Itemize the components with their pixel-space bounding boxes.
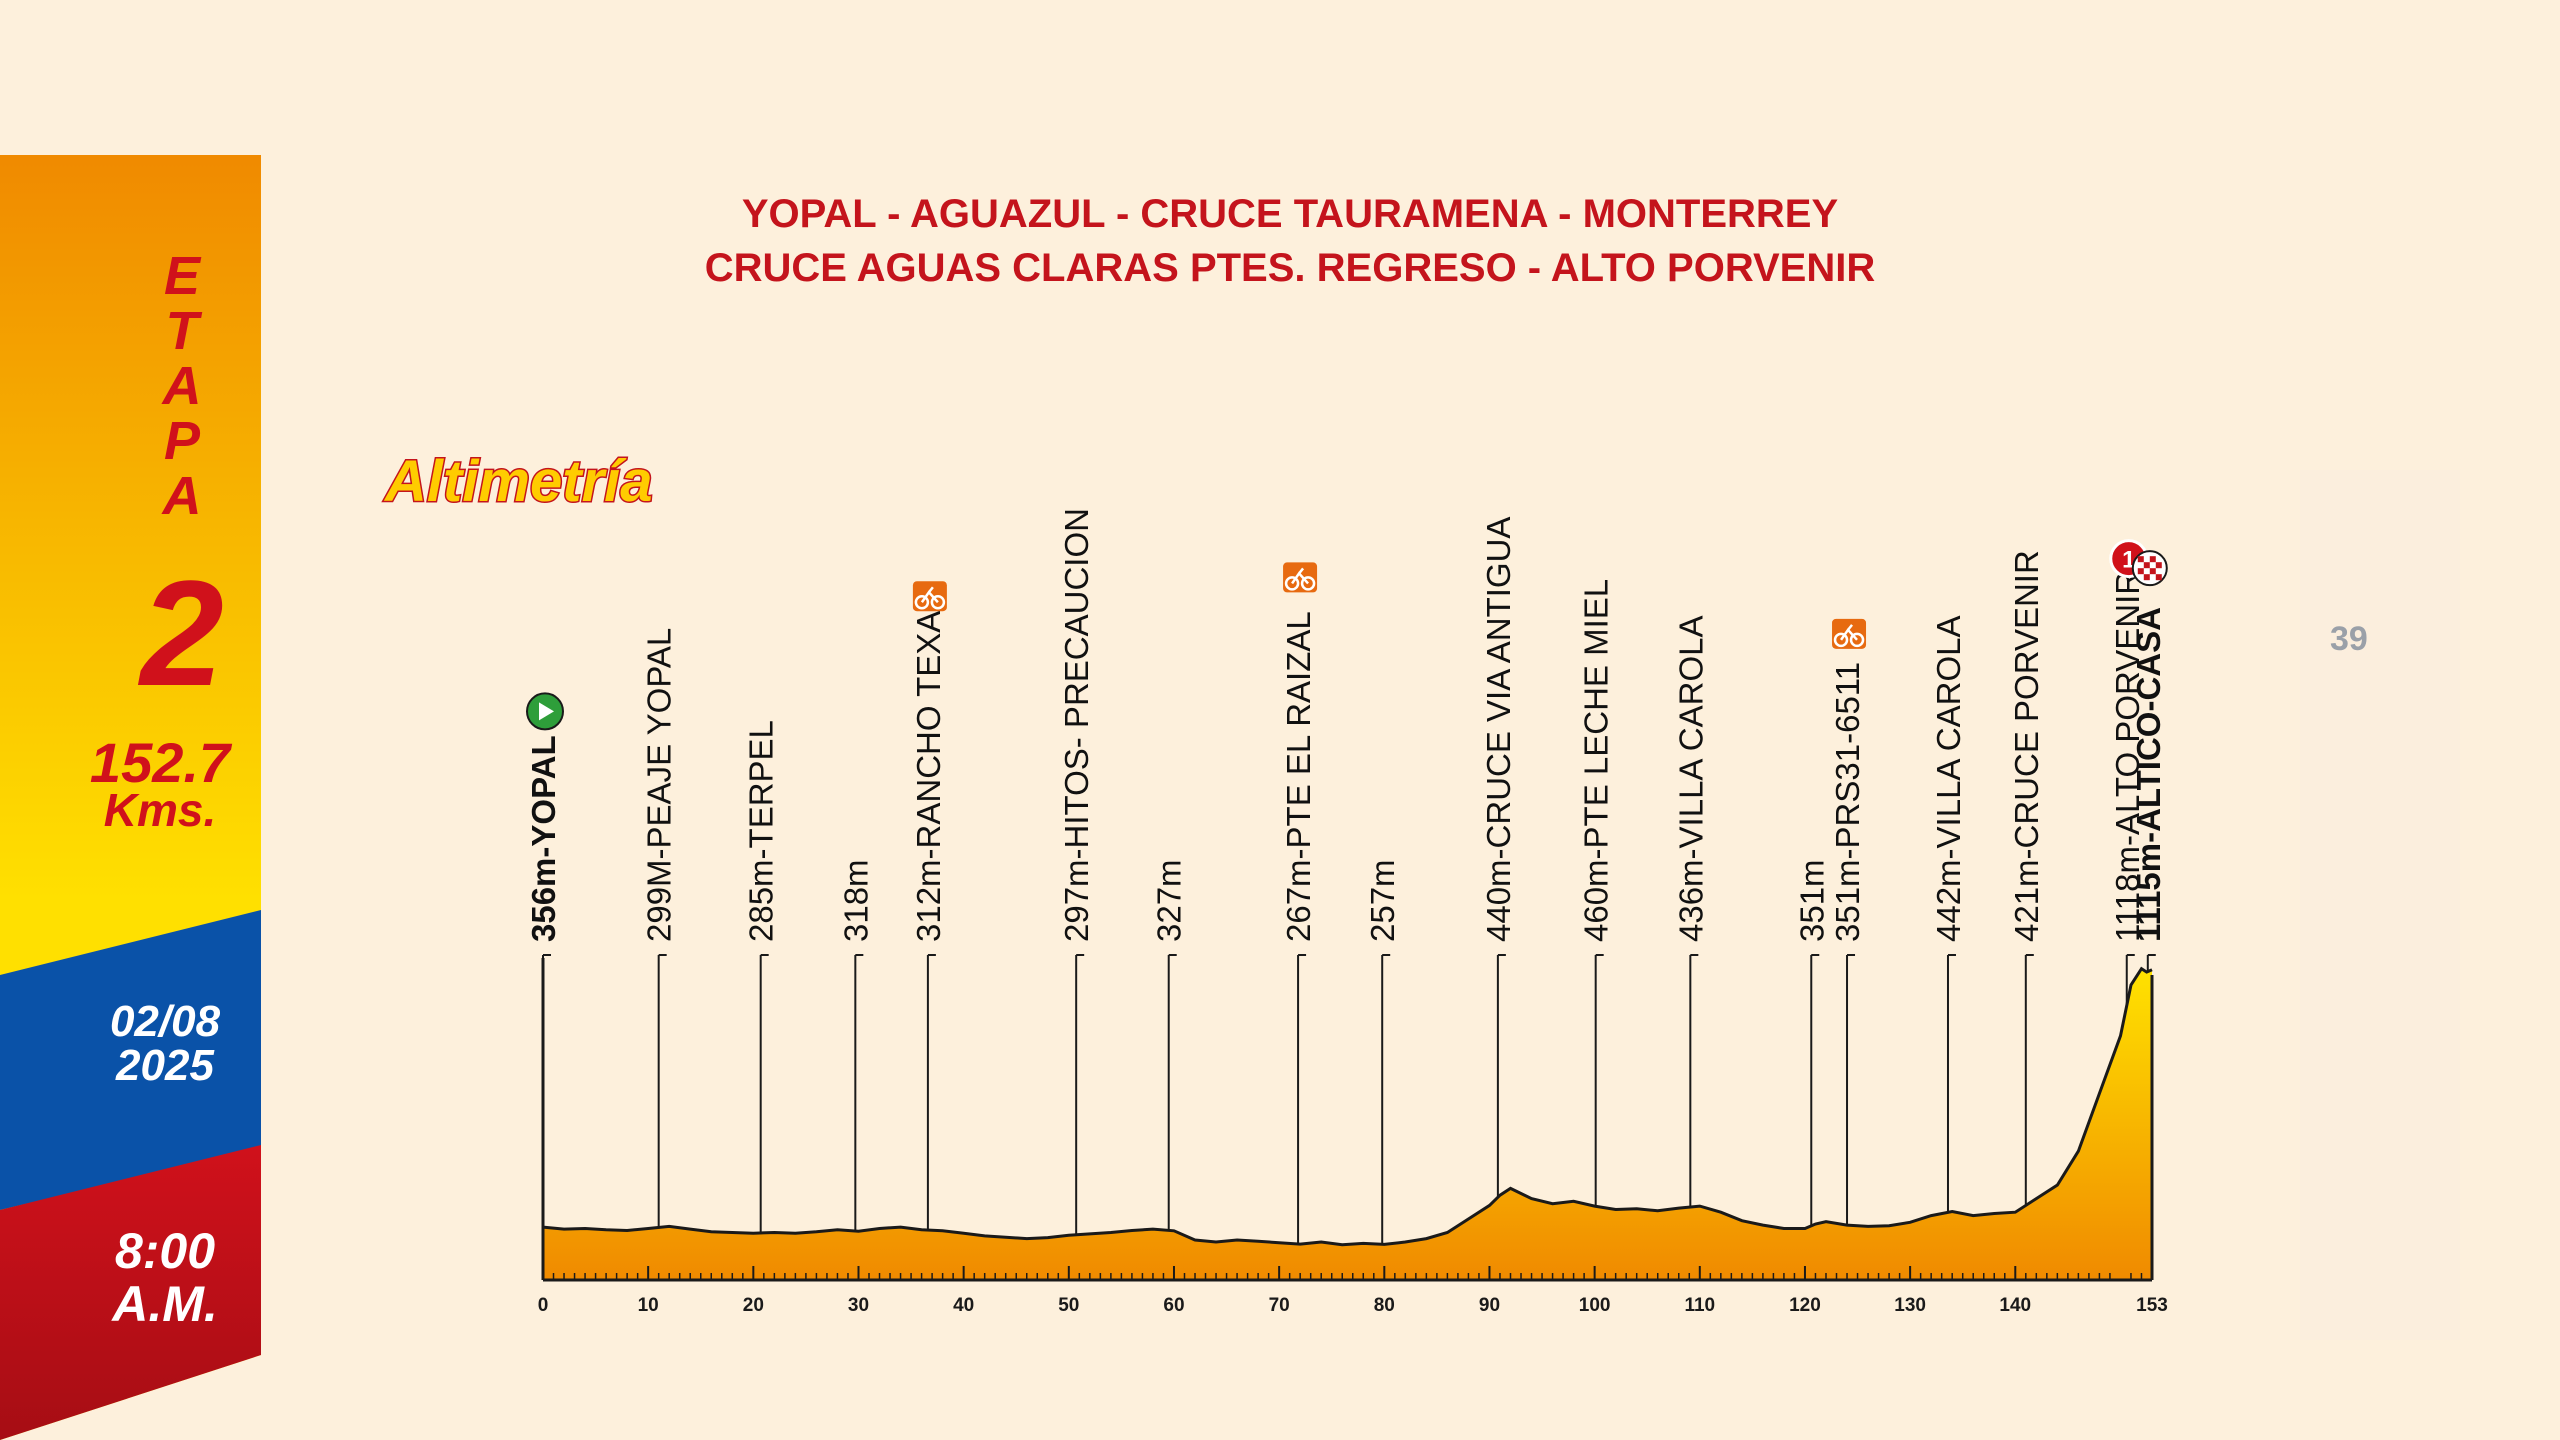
x-tick-label: 120	[1789, 1295, 1821, 1316]
x-tick-label: 20	[743, 1295, 764, 1316]
finish-flag-icon	[2131, 550, 2168, 587]
x-tick-label: 130	[1894, 1295, 1926, 1316]
sprint-icon-wheel	[1849, 632, 1865, 648]
waypoint-label: 460m-PTE LECHE MIEL	[1578, 579, 1615, 942]
sprint-icon-bg	[912, 581, 947, 612]
sprint-icon-bg	[1283, 562, 1318, 593]
date-year: 2025	[116, 1041, 214, 1090]
x-tick-label: 60	[1163, 1295, 1184, 1316]
sprint-icon-bg	[1832, 618, 1867, 649]
intermediate-sprint-icon	[1832, 618, 1867, 649]
sprint-icon-wheel	[1284, 576, 1300, 591]
waypoint-label: 351m	[1793, 859, 1830, 942]
x-tick-label: 153	[2136, 1295, 2168, 1316]
stage-number: 2	[140, 549, 224, 717]
intermediate-sprint-icon	[1283, 562, 1318, 593]
x-tick-label: 110	[1684, 1295, 1715, 1316]
stage-letter: T	[165, 301, 199, 361]
waypoint-label: 1115m-ALTICO-CASA	[2130, 607, 2167, 942]
finish-icon-check	[2137, 556, 2144, 563]
stage-letter: A	[162, 356, 202, 416]
waypoint-label: 285m-TERPEL	[743, 720, 780, 942]
waypoint-label: 297m-HITOS- PRECAUCION	[1058, 508, 1095, 942]
x-tick-label: 140	[1999, 1295, 2031, 1316]
distance-value: 152.7	[89, 731, 231, 794]
sprint-icon-wheel	[1300, 576, 1316, 591]
side-panel	[2300, 470, 2460, 1340]
waypoint-label: 351m-PRS31-6511	[1829, 662, 1866, 942]
intermediate-sprint-icon	[912, 581, 947, 612]
x-tick-label: 90	[1479, 1295, 1500, 1316]
x-tick-label: 30	[848, 1295, 869, 1316]
x-tick-label: 0	[538, 1295, 549, 1316]
waypoint-label: 1118m-ALTO PORVENIR	[2109, 571, 2146, 942]
stage-letter: E	[163, 246, 201, 306]
finish-icon-check	[2143, 574, 2150, 581]
stage-start-time: 8:00 A.M.	[112, 1225, 218, 1330]
elevation-area	[543, 968, 2152, 1280]
waypoint-label: 318m	[837, 859, 874, 942]
waypoint-label: 436m-VILLA CAROLA	[1672, 616, 1709, 943]
sprint-icon-frame	[1291, 567, 1309, 585]
x-tick-label: 50	[1058, 1295, 1079, 1316]
sprint-icon-wheel	[914, 594, 930, 610]
time-value: 8:00	[114, 1223, 216, 1279]
waypoint-label: 267m-PTE EL RAIZAL	[1280, 611, 1317, 942]
waypoint-label: 442m-VILLA CAROLA	[1930, 616, 1967, 943]
stage-date: 02/08 2025	[110, 1000, 220, 1088]
x-tick-label: 10	[638, 1295, 659, 1316]
finish-icon-check	[2149, 556, 2156, 563]
x-tick-label: 80	[1374, 1295, 1395, 1316]
start-icon	[526, 692, 564, 731]
elevation-line	[542, 966, 2153, 1247]
waypoint-label: 257m	[1364, 859, 1401, 942]
sprint-icon-frame	[1840, 624, 1858, 641]
waypoint-label: 440m-CRUCE VIA ANTIGUA	[1480, 517, 1517, 942]
x-tick-label: 40	[953, 1295, 974, 1316]
waypoint-label: 421m-CRUCE PORVENIR	[2008, 550, 2045, 942]
stage-letter: A	[162, 466, 202, 526]
stage-letter: P	[163, 411, 201, 471]
waypoint-label: 356m-YOPAL	[525, 735, 562, 942]
time-period: A.M.	[112, 1275, 218, 1332]
date-day-month: 02/08	[109, 997, 221, 1046]
x-tick-label: 70	[1269, 1295, 1290, 1316]
mountain-1-icon: 1	[2109, 539, 2149, 579]
waypoint-label: 299M-PEAJE YOPAL	[641, 628, 678, 942]
route-line-2: CRUCE AGUAS CLARAS PTES. REGRESO - ALTO …	[704, 246, 1876, 290]
sprint-icon-wheel	[930, 594, 946, 610]
x-tick-label: 100	[1579, 1295, 1611, 1316]
finish-icon-check	[2155, 562, 2162, 569]
finish-icon-check	[2149, 568, 2156, 575]
partial-label: 39	[2330, 620, 2368, 658]
finish-icon-check	[2143, 562, 2150, 569]
sprint-icon-frame	[920, 586, 939, 604]
finish-icon-check	[2137, 568, 2144, 575]
chart-title: Altimetría	[384, 448, 655, 516]
sprint-icon-wheel	[1833, 632, 1849, 648]
waypoint-label: 312m-RANCHO TEXAS	[910, 589, 947, 942]
stage-distance: 152.7 Kms.	[89, 731, 231, 837]
finish-icon-check	[2155, 574, 2162, 581]
waypoint-label: 327m	[1151, 859, 1188, 942]
distance-unit: Kms.	[103, 784, 217, 837]
route-line-1: YOPAL - AGUAZUL - CRUCE TAURAMENA - MONT…	[741, 192, 1839, 236]
start-icon-arrow	[539, 702, 554, 721]
